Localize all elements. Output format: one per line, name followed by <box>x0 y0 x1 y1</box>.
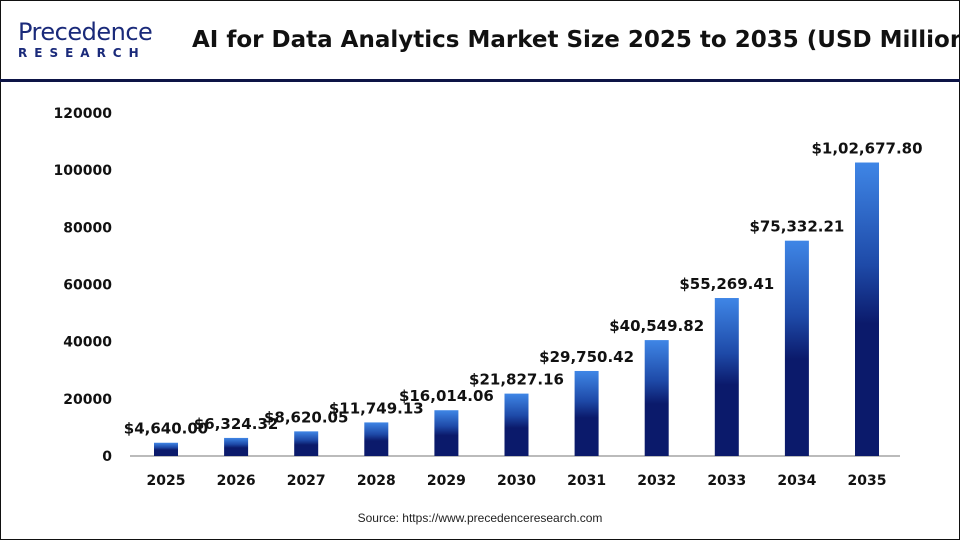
bar-2026 <box>224 437 249 456</box>
x-tick-label: 2028 <box>357 473 396 489</box>
logo-line1: Precedence <box>18 18 153 46</box>
x-tick-label: 2031 <box>567 473 606 489</box>
y-tick-label: 40000 <box>63 335 112 351</box>
data-label: $11,749.13 <box>329 399 424 417</box>
data-label: $6,324.32 <box>194 415 278 433</box>
bar-2032 <box>644 340 669 456</box>
y-tick-label: 80000 <box>63 220 112 236</box>
y-tick-label: 120000 <box>54 106 113 122</box>
x-tick-label: 2034 <box>777 473 816 489</box>
x-tick-label: 2030 <box>497 473 536 489</box>
x-tick-label: 2027 <box>287 473 326 489</box>
y-tick-label: 0 <box>102 449 112 465</box>
data-label: $55,269.41 <box>679 275 774 293</box>
bar-2028 <box>364 422 389 456</box>
logo-line2: RESEARCH <box>18 46 146 60</box>
data-label: $40,549.82 <box>609 317 704 335</box>
x-tick-label: 2026 <box>217 473 256 489</box>
x-tick-label: 2033 <box>707 473 746 489</box>
y-tick-label: 100000 <box>54 163 113 179</box>
data-label: $8,620.05 <box>264 408 348 426</box>
data-label: $75,332.21 <box>749 218 844 236</box>
bar-2030 <box>504 393 529 456</box>
bar-2035 <box>855 162 879 456</box>
bar-2034 <box>784 240 809 456</box>
x-tick-label: 2035 <box>848 473 887 489</box>
logo: Precedence RESEARCH <box>18 20 158 60</box>
bar-2027 <box>294 431 319 456</box>
bar-2033 <box>714 298 739 456</box>
data-label: $29,750.42 <box>539 348 634 366</box>
x-tick-label: 2029 <box>427 473 466 489</box>
data-label: $21,827.16 <box>469 371 564 389</box>
bar-2031 <box>574 370 599 456</box>
source-note: Source: https://www.precedenceresearch.c… <box>357 511 603 525</box>
y-tick-label: 60000 <box>63 278 112 294</box>
header-divider <box>0 79 960 82</box>
x-tick-label: 2032 <box>637 473 676 489</box>
data-label: $1,02,677.80 <box>811 140 922 158</box>
data-label: $16,014.06 <box>399 387 494 405</box>
x-tick-label: 2025 <box>147 473 186 489</box>
y-tick-label: 20000 <box>63 392 112 408</box>
data-label: $4,640.00 <box>124 420 208 438</box>
bar-2029 <box>434 410 459 456</box>
chart-title: AI for Data Analytics Market Size 2025 t… <box>192 27 960 53</box>
bar-2025 <box>154 442 178 456</box>
